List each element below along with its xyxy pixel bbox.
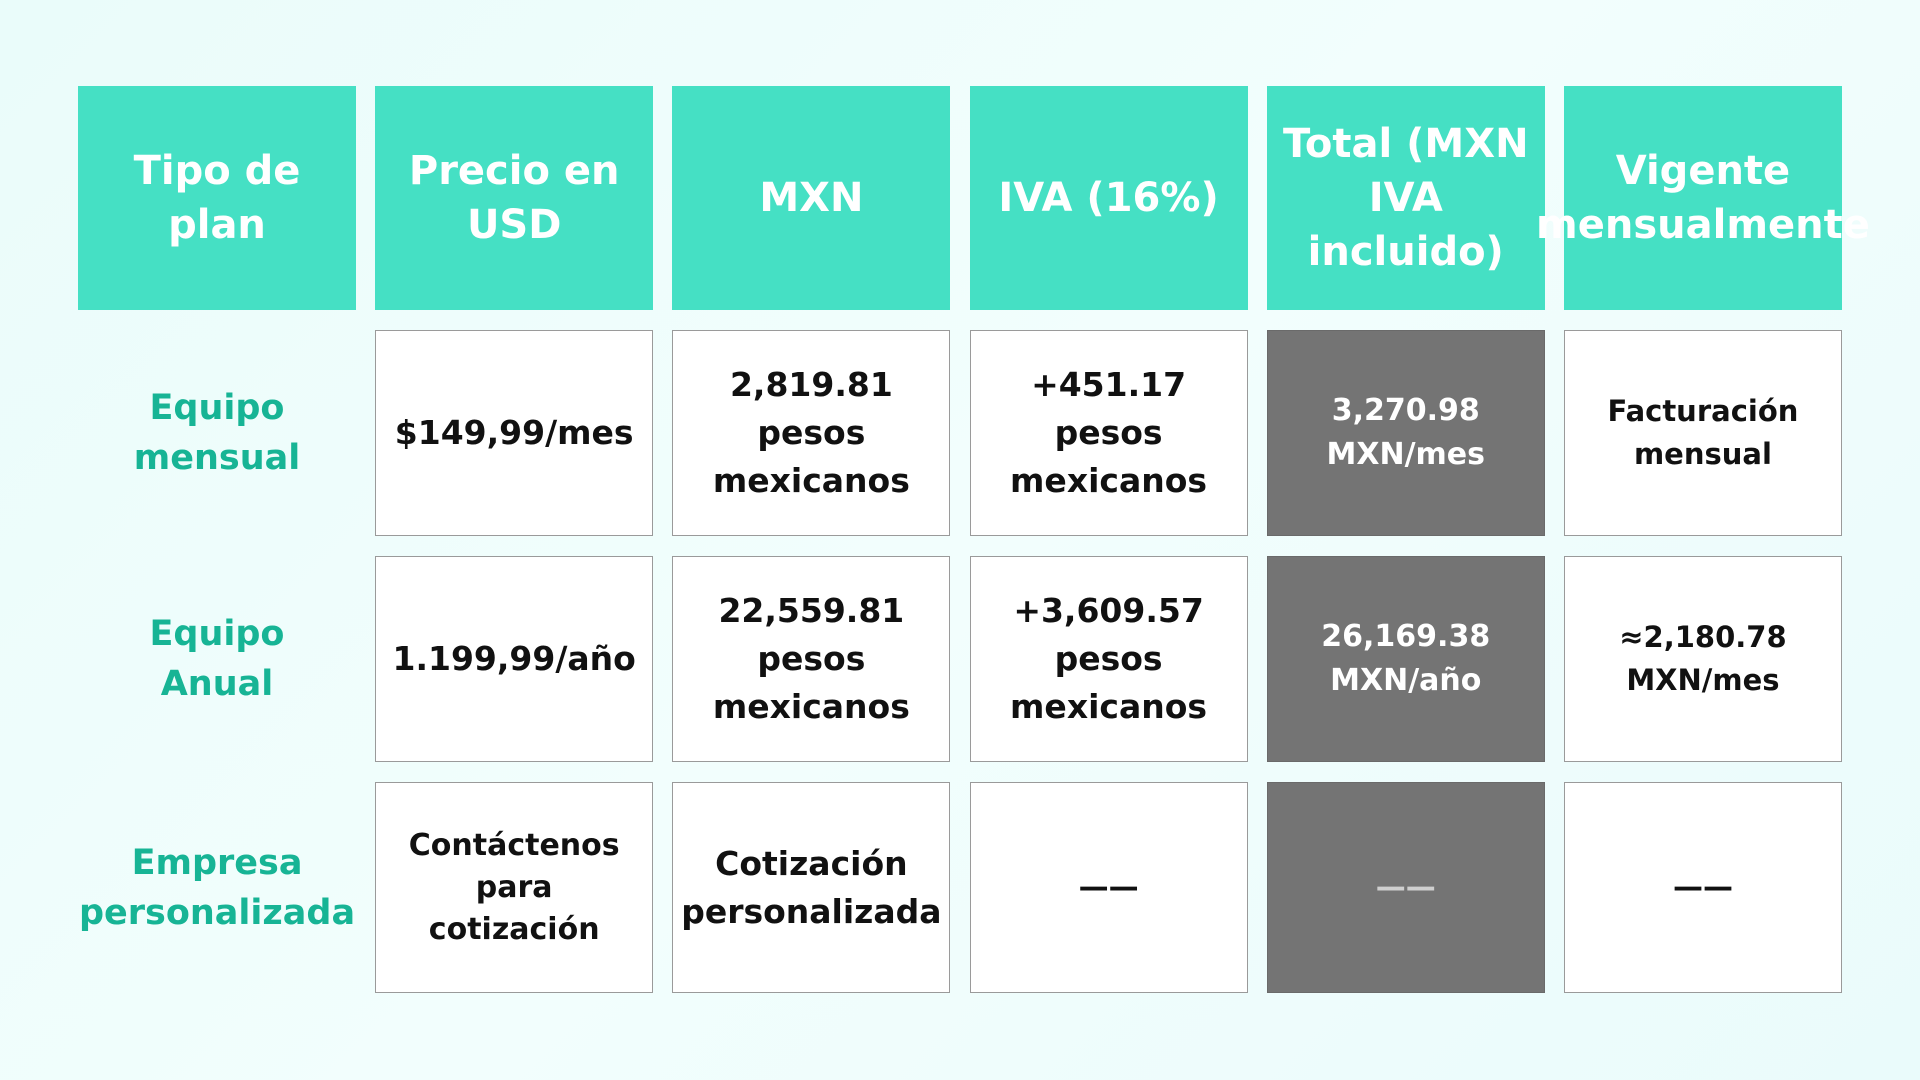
cell-iva-empresa: —— (969, 782, 1248, 993)
header-vigente: Vigente mensualmente (1536, 86, 1870, 310)
header-total: Total (MXN IVA incluido) (1266, 86, 1545, 310)
pricing-table: Tipo de plan Precio en USD MXN IVA (16%)… (78, 86, 1870, 993)
row-label-empresa-personalizada: Empresa personalizada (78, 842, 356, 933)
cell-iva-mensual: +451.17 pesos mexicanos (969, 330, 1248, 536)
cell-total-mensual: 3,270.98 MXN/mes (1266, 330, 1545, 536)
cell-usd-mensual: $149,99/mes (375, 330, 654, 536)
cell-total-empresa: —— (1266, 782, 1545, 993)
cell-vigente-empresa: —— (1563, 782, 1842, 993)
cell-mxn-empresa: Cotización personalizada (672, 782, 951, 993)
cell-mxn-mensual: 2,819.81 pesos mexicanos (672, 330, 951, 536)
header-iva: IVA (16%) (969, 86, 1248, 310)
row-label-equipo-anual: Equipo Anual (149, 614, 285, 704)
cell-vigente-anual: ≈2,180.78 MXN/mes (1563, 556, 1842, 762)
cell-mxn-anual: 22,559.81 pesos mexicanos (672, 556, 951, 762)
row-label-equipo-mensual: Equipo mensual (133, 388, 301, 478)
header-mxn: MXN (672, 86, 951, 310)
cell-usd-empresa: Contáctenos para cotización (375, 782, 654, 993)
cell-total-anual: 26,169.38 MXN/año (1266, 556, 1545, 762)
cell-usd-anual: 1.199,99/año (375, 556, 654, 762)
cell-vigente-mensual: Facturación mensual (1563, 330, 1842, 536)
header-tipo-de-plan: Tipo de plan (78, 86, 356, 310)
header-precio-usd: Precio en USD (375, 86, 654, 310)
cell-iva-anual: +3,609.57 pesos mexicanos (969, 556, 1248, 762)
